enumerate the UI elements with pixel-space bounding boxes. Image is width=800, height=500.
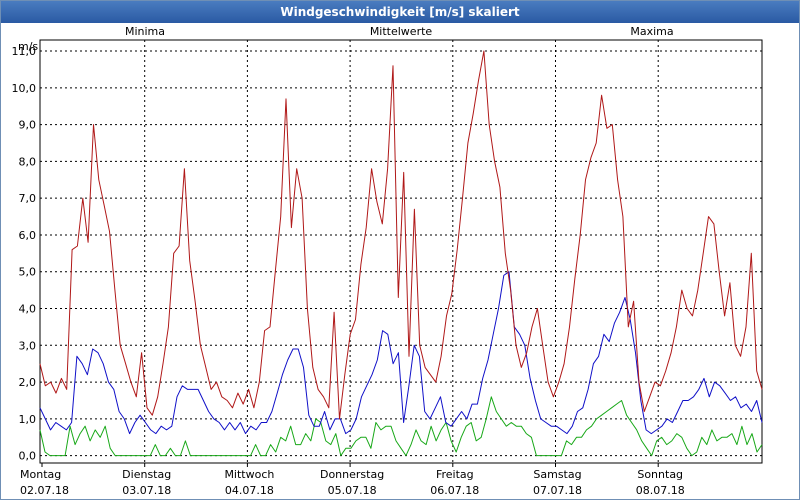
- plot-area: [39, 39, 763, 464]
- day-name-label: Freitag: [436, 468, 474, 481]
- y-tick-label: 11,0: [12, 45, 37, 58]
- y-tick-label: 5,0: [19, 266, 37, 279]
- y-tick-label: 10,0: [12, 82, 37, 95]
- day-name-label: Sonntag: [637, 468, 683, 481]
- series-line-minima: [39, 396, 763, 457]
- series-line-maxima: [39, 50, 763, 420]
- day-date-label: 06.07.18: [430, 484, 479, 497]
- y-tick-label: 0,0: [19, 450, 37, 463]
- day-name-label: Mittwoch: [224, 468, 274, 481]
- x-axis-ticks: Montag 02.07.18 Dienstag 03.07.18 Mittwoch 04…: [20, 463, 685, 497]
- y-axis-ticks: 0,0 1,0 2,0 3,0 4,0 5,0 6,0 7,0 8,0 9,0 10,0 11,0: [12, 45, 37, 463]
- y-tick-label: 1,0: [19, 413, 37, 426]
- legend-maxima: Maxima: [630, 25, 673, 38]
- day-date-label: 08.07.18: [636, 484, 685, 497]
- day-date-label: 04.07.18: [225, 484, 274, 497]
- y-tick-label: 3,0: [19, 339, 37, 352]
- y-tick-label: 9,0: [19, 119, 37, 132]
- series-line-mittelwerte: [39, 271, 763, 435]
- series: [39, 50, 763, 457]
- day-name-label: Montag: [20, 468, 61, 481]
- day-date-label: 05.07.18: [328, 484, 377, 497]
- y-tick-label: 6,0: [19, 229, 37, 242]
- day-name-label: Samstag: [533, 468, 581, 481]
- y-tick-label: 7,0: [19, 192, 37, 205]
- legend-mittelwerte: Mittelwerte: [370, 25, 433, 38]
- day-name-label: Dienstag: [122, 468, 171, 481]
- y-tick-label: 8,0: [19, 155, 37, 168]
- day-date-label: 03.07.18: [122, 484, 171, 497]
- day-date-label: 07.07.18: [533, 484, 582, 497]
- day-name-label: Donnerstag: [320, 468, 384, 481]
- chart-title: Windgeschwindigkeit [m/s] skaliert: [1, 1, 799, 23]
- grid: [40, 40, 762, 463]
- y-tick-label: 2,0: [19, 376, 37, 389]
- y-tick-label: 4,0: [19, 303, 37, 316]
- day-date-label: 02.07.18: [20, 484, 69, 497]
- y-axis-label: m/s: [18, 40, 38, 53]
- legend-minima: Minima: [125, 25, 165, 38]
